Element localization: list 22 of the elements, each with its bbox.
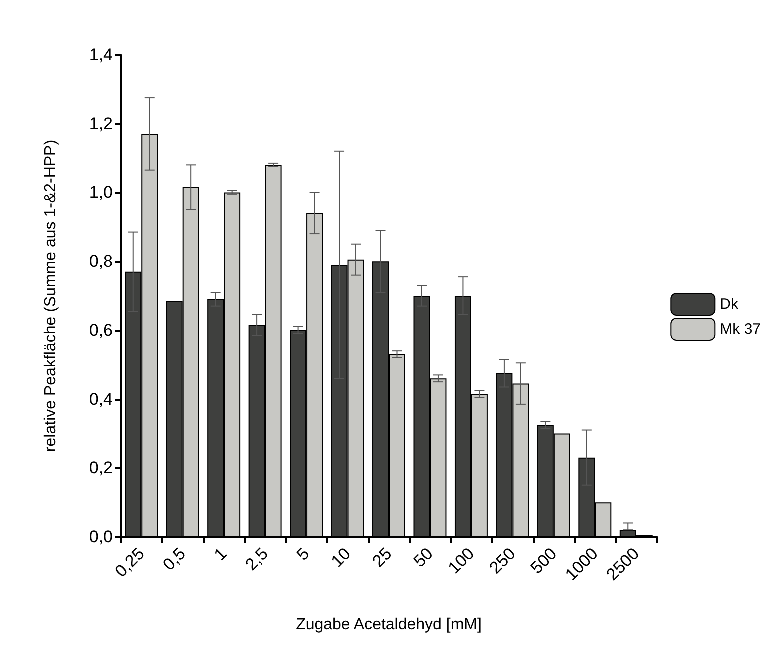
legend-label: Dk bbox=[720, 296, 739, 313]
y-axis-title: relative Peakfläche (Summe aus 1-&2-HPP) bbox=[42, 140, 60, 452]
x-tick-label: 2,5 bbox=[242, 544, 272, 574]
x-tick-label: 10 bbox=[328, 544, 354, 572]
x-tick-label: 1 bbox=[210, 544, 231, 564]
y-tick-label: 0,2 bbox=[89, 458, 113, 478]
y-tick-label: 0,0 bbox=[89, 528, 113, 546]
x-axis-title: Zugabe Acetaldehyd [mM] bbox=[296, 616, 482, 634]
y-tick-label: 0,8 bbox=[89, 252, 113, 272]
x-tick-label: 250 bbox=[486, 544, 520, 578]
legend-label: Mk 37 bbox=[720, 321, 762, 338]
y-tick-label: 0,6 bbox=[89, 320, 113, 340]
y-tick-label: 1,0 bbox=[89, 183, 113, 202]
x-tick-label: 500 bbox=[527, 544, 561, 578]
y-tick-label: 0,4 bbox=[89, 390, 113, 409]
x-tick-label: 0,5 bbox=[159, 544, 190, 574]
x-tick-label: 50 bbox=[410, 544, 437, 572]
y-tick-label: 1,2 bbox=[89, 114, 113, 134]
x-tick-label: 100 bbox=[444, 544, 478, 578]
x-tick-label: 5 bbox=[293, 544, 314, 564]
y-tick-label: 1,4 bbox=[89, 46, 113, 64]
x-tick-label: 25 bbox=[368, 544, 396, 572]
